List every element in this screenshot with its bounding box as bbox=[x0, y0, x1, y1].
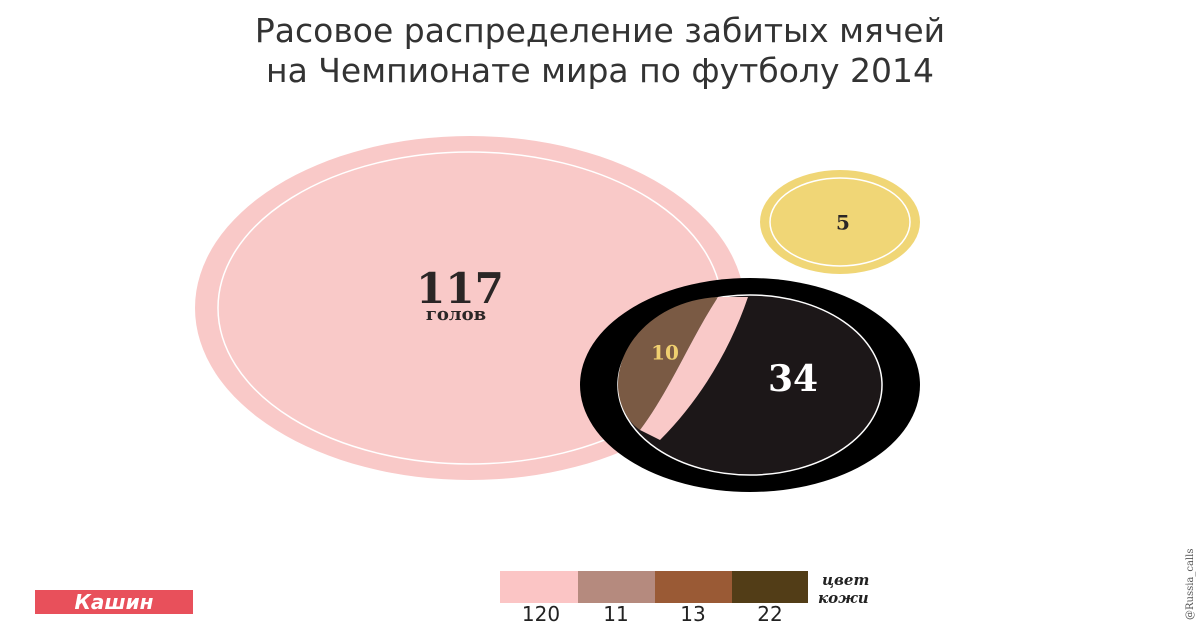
credit: @Russia_calls bbox=[1185, 549, 1196, 620]
legend-caption: цвет bbox=[822, 571, 869, 589]
value-label: 10 bbox=[651, 341, 679, 365]
legend-label: 13 bbox=[680, 602, 705, 626]
title: Расовое распределение забитых мячей bbox=[255, 11, 945, 50]
unit-label: голов bbox=[426, 304, 486, 325]
yellow-circle bbox=[760, 170, 920, 274]
legend-swatch bbox=[578, 571, 655, 603]
logo-box bbox=[35, 590, 193, 614]
value-label: 34 bbox=[768, 358, 818, 400]
circle-outline bbox=[769, 177, 911, 267]
legend-swatch bbox=[500, 571, 578, 603]
legend-label: 11 bbox=[603, 602, 628, 626]
value-label: 117 bbox=[416, 264, 504, 313]
legend-label: 22 bbox=[757, 602, 782, 626]
pink-overlap bbox=[640, 297, 748, 440]
legend-label: 120 bbox=[522, 602, 560, 626]
legend-swatch bbox=[655, 571, 732, 603]
legend-caption: кожи bbox=[818, 589, 869, 607]
legend-swatch bbox=[732, 571, 808, 603]
value-label: 5 bbox=[836, 211, 850, 235]
brown-segment bbox=[618, 297, 718, 430]
title: на Чемпионате мира по футболу 2014 bbox=[266, 51, 934, 90]
logo: Кашин bbox=[75, 590, 154, 614]
